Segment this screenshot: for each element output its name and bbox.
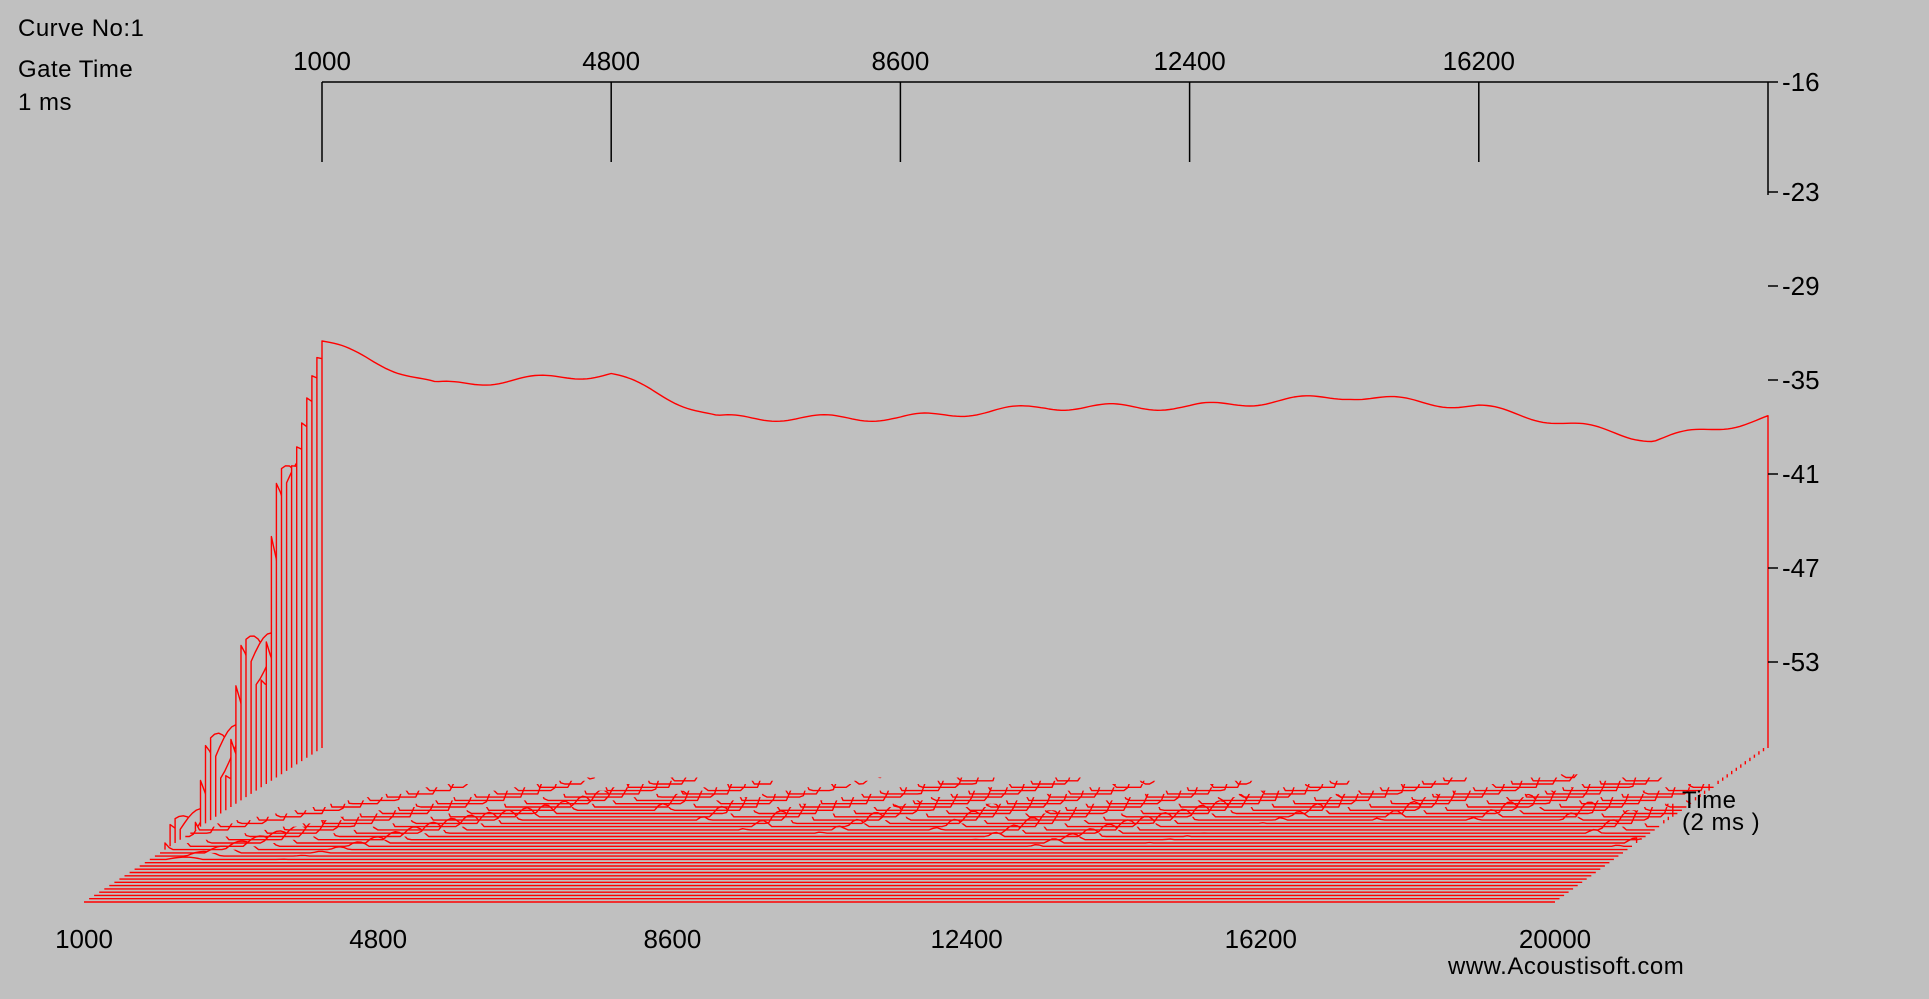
time-axis-label: Time xyxy=(1682,787,1736,814)
y-tick-label: -29 xyxy=(1782,271,1820,301)
y-tick-label: -41 xyxy=(1782,459,1820,489)
y-tick-label: -35 xyxy=(1782,365,1820,395)
y-tick-label: -47 xyxy=(1782,553,1820,583)
plot-frame xyxy=(322,81,1769,195)
bottom-tick-label: 20000 xyxy=(1519,924,1591,954)
bottom-tick-label: 12400 xyxy=(930,924,1002,954)
bottom-tick-label: 8600 xyxy=(643,924,701,954)
decay-slice-curve xyxy=(245,635,1701,798)
top-tick-label: 16200 xyxy=(1443,46,1515,76)
decay-slice-curve xyxy=(149,856,1614,861)
time-axis-unit: (2 ms ) xyxy=(1682,809,1760,836)
decay-slice-curve xyxy=(209,732,1669,821)
decay-curves xyxy=(84,340,1769,903)
decay-slice-curve xyxy=(169,823,1632,847)
top-tick-label: 8600 xyxy=(871,46,929,76)
gate-time-value: 1 ms xyxy=(18,89,72,116)
decay-slice-curve xyxy=(204,744,1665,825)
decay-slice-curve xyxy=(321,340,1769,748)
gate-time-label: Gate Time xyxy=(18,56,133,83)
bottom-tick-label: 16200 xyxy=(1225,924,1297,954)
curve-number-label: Curve No:1 xyxy=(18,15,144,42)
decay-slice-curve xyxy=(215,724,1674,818)
watermark-text: www.Acoustisoft.com xyxy=(1447,953,1684,980)
y-tick-label: -53 xyxy=(1782,647,1820,677)
y-tick-label: -23 xyxy=(1782,177,1820,207)
decay-slice-curve xyxy=(179,807,1642,841)
decay-slice-curve xyxy=(235,685,1692,805)
y-tick-label: -16 xyxy=(1782,67,1820,97)
decay-slice-curve xyxy=(160,845,1623,854)
decay-slice-curve xyxy=(154,850,1619,857)
decay-slice-curve xyxy=(164,840,1628,851)
bottom-tick-label: 1000 xyxy=(55,924,113,954)
decay-slice-curve xyxy=(194,786,1655,831)
decay-slice-curve xyxy=(240,644,1697,802)
top-tick-label: 12400 xyxy=(1153,46,1225,76)
decay-slice-curve xyxy=(174,815,1638,844)
axis-ticks: 1000 4800 8600 12400 16200 -16 -23 -29 -35 -41 -47… xyxy=(55,46,1820,954)
top-tick-label: 4800 xyxy=(582,46,640,76)
decay-slice-curve xyxy=(199,779,1660,828)
bottom-tick-label: 4800 xyxy=(349,924,407,954)
top-tick-label: 1000 xyxy=(293,46,351,76)
